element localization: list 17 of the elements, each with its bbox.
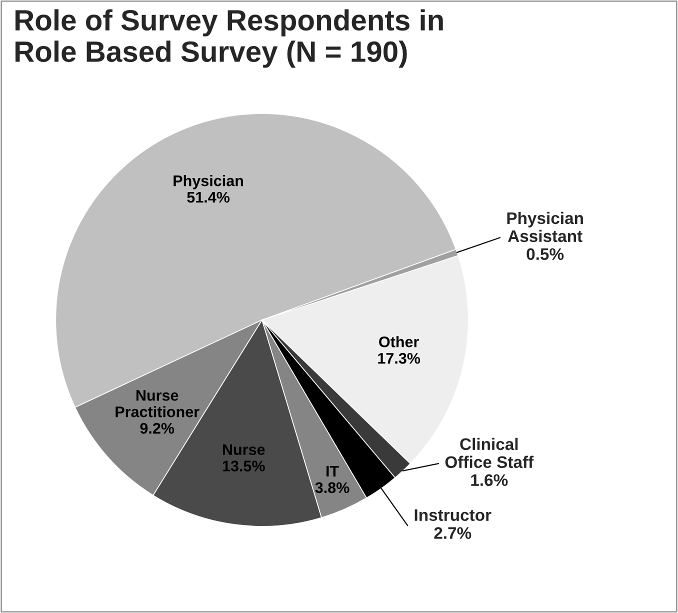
data-label: 3.8%: [315, 482, 350, 494]
slice-label: Clinical Office Staff: [445, 438, 534, 468]
slice-label: Instructor: [414, 509, 492, 521]
slice-label: Physician Assistant: [507, 212, 583, 242]
data-label: 17.3%: [378, 352, 420, 364]
slice-label: IT: [326, 466, 339, 476]
data-label: 13.5%: [222, 460, 265, 472]
data-label: 51.4%: [187, 192, 230, 203]
data-label: 2.7%: [434, 527, 472, 539]
slice-label: Nurse: [223, 444, 265, 455]
slice-label: Physician: [174, 175, 244, 190]
data-label: 9.2%: [140, 422, 174, 434]
slice-label: Other: [379, 336, 419, 348]
slice-label: Nurse Practitioner: [116, 390, 200, 418]
chart-title: Role of Survey Respondents in Role Based Survey (N = 190): [16, 9, 443, 68]
data-label: 0.5%: [526, 248, 564, 260]
data-label: 1.6%: [471, 474, 508, 486]
